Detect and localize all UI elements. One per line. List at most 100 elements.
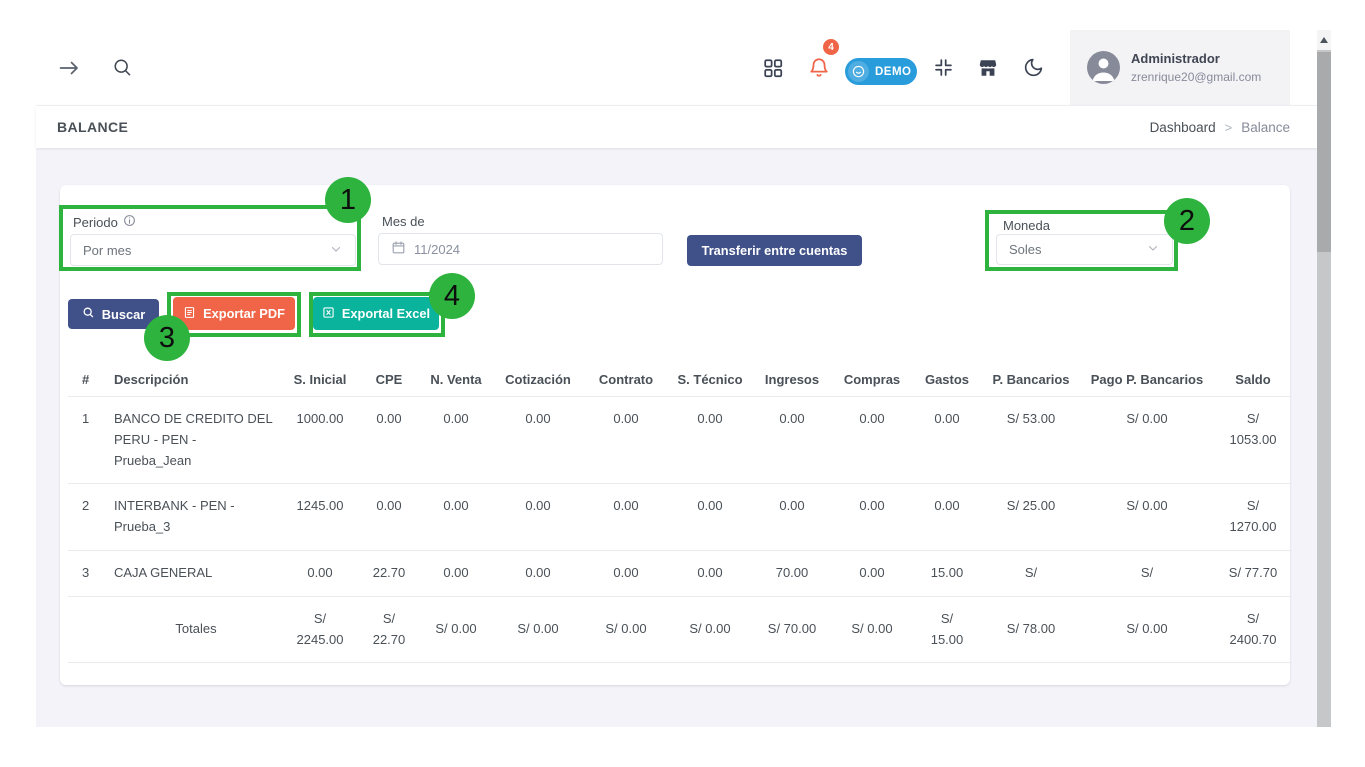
file-excel-icon (322, 306, 335, 322)
column-header: S. Inicial (282, 363, 358, 397)
table-cell: 0.00 (584, 396, 668, 485)
table-cell: 0.00 (492, 396, 584, 485)
search-icon (82, 306, 95, 322)
user-menu[interactable]: Administrador zrenrique20@gmail.com (1070, 30, 1290, 105)
search-button[interactable] (108, 30, 136, 105)
app-window: 4 DEMO (36, 30, 1331, 727)
table-cell: BANCO DE CREDITO DEL PERU - PEN - Prueba… (110, 396, 282, 485)
bell-icon (808, 57, 830, 79)
annotation-marker-4: 4 (429, 273, 475, 319)
notification-count-badge[interactable]: 4 (821, 37, 841, 57)
column-header: Compras (832, 363, 912, 397)
table-row: 2 INTERBANK - PEN - Prueba_3 1245.00 0.00 0.… (68, 483, 1292, 551)
moneda-label: Moneda (1003, 218, 1050, 233)
table-row: 3 CAJA GENERAL 0.00 22.70 0.00 0.00 0.00 0.00 70… (68, 550, 1292, 597)
mes-de-label: Mes de (382, 214, 425, 229)
table-cell: S/ 0.00 (420, 596, 492, 664)
scroll-up-button[interactable] (1317, 30, 1331, 50)
column-header: N. Venta (420, 363, 492, 397)
column-header: # (68, 363, 110, 397)
table-cell: 1000.00 (282, 396, 358, 485)
table-cell: S/ 0.00 (1080, 396, 1214, 485)
file-pdf-icon (183, 306, 196, 322)
export-pdf-button[interactable]: Exportar PDF (173, 297, 295, 330)
table-cell: 0.00 (668, 483, 752, 551)
page-title-bar: BALANCE Dashboard > Balance (36, 105, 1317, 148)
column-header: Ingresos (752, 363, 832, 397)
table-cell: 0.00 (358, 396, 420, 485)
notifications-button[interactable] (804, 30, 834, 105)
buscar-button[interactable]: Buscar (68, 299, 159, 329)
table-cell: S/ 70.00 (752, 596, 832, 664)
table-cell: S/ 78.00 (982, 596, 1080, 664)
breadcrumb-dashboard[interactable]: Dashboard (1149, 119, 1216, 135)
table-cell: S/ 2245.00 (282, 596, 358, 664)
breadcrumb: Dashboard > Balance (1150, 120, 1290, 135)
table-cell: S/ 0.00 (832, 596, 912, 664)
info-icon[interactable] (123, 214, 136, 230)
table-cell: 3 (68, 550, 110, 597)
column-header: Descripción (110, 363, 282, 397)
table-cell: 0.00 (752, 396, 832, 485)
table-cell: S/ 0.00 (492, 596, 584, 664)
dark-mode-toggle[interactable] (1018, 30, 1048, 105)
table-cell: 0.00 (492, 483, 584, 551)
table-cell: 0.00 (832, 550, 912, 597)
table-cell (68, 596, 110, 664)
table-cell: 0.00 (420, 483, 492, 551)
mes-de-value: 11/2024 (414, 241, 461, 257)
annotation-marker-3: 3 (144, 315, 190, 361)
arrow-right-icon (57, 56, 81, 80)
balance-table-wrapper: # Descripción S. Inicial CPE N. Venta Cotizac… (68, 363, 1292, 664)
sidebar-toggle-button[interactable] (54, 30, 84, 105)
table-cell: S/ 25.00 (982, 483, 1080, 551)
annotation-marker-1: 1 (325, 177, 371, 223)
avatar (1087, 51, 1120, 84)
column-header: Saldo (1214, 363, 1292, 397)
periodo-label: Periodo (73, 214, 136, 230)
table-cell: S/ 22.70 (358, 596, 420, 664)
table-cell: 0.00 (282, 550, 358, 597)
periodo-value: Por mes (83, 242, 132, 258)
demo-account-pill[interactable]: DEMO (845, 58, 917, 85)
breadcrumb-current: Balance (1241, 119, 1290, 135)
table-cell: S/ 53.00 (982, 396, 1080, 485)
transfer-between-accounts-button[interactable]: Transferir entre cuentas (687, 235, 862, 266)
chevron-down-icon (329, 242, 343, 259)
table-cell: 0.00 (358, 483, 420, 551)
page-title: BALANCE (57, 119, 129, 135)
store-icon (977, 57, 999, 79)
annotation-marker-2: 2 (1164, 198, 1210, 244)
smiley-face-icon (848, 61, 869, 82)
marketplace-button[interactable] (973, 30, 1003, 105)
table-cell: 0.00 (912, 396, 982, 485)
calendar-icon (391, 240, 406, 258)
table-cell: 1 (68, 396, 110, 485)
table-cell: S/ 77.70 (1214, 550, 1292, 597)
fullscreen-toggle-button[interactable] (928, 30, 958, 105)
breadcrumb-separator-icon: > (1224, 119, 1233, 135)
user-email: zrenrique20@gmail.com (1131, 69, 1262, 84)
column-header: Cotización (492, 363, 584, 397)
table-cell: CAJA GENERAL (110, 550, 282, 597)
moneda-select[interactable]: Soles (996, 234, 1173, 265)
table-cell: 2 (68, 483, 110, 551)
scrollbar-thumb[interactable] (1317, 52, 1331, 252)
mes-de-input[interactable]: 11/2024 (378, 233, 663, 265)
balance-card: Periodo Por mes Mes de 11/2024 T (60, 185, 1292, 685)
search-icon (112, 57, 133, 78)
table-header-row: # Descripción S. Inicial CPE N. Venta Cotizac… (68, 363, 1292, 397)
apps-menu-button[interactable] (758, 30, 788, 105)
table-cell: S/ 0.00 (668, 596, 752, 664)
table-cell: 0.00 (668, 396, 752, 485)
table-cell: S/ 15.00 (912, 596, 982, 664)
export-excel-button[interactable]: Exportal Excel (313, 297, 439, 330)
periodo-select[interactable]: Por mes (70, 234, 356, 266)
column-header: S. Técnico (668, 363, 752, 397)
totals-row: Totales S/ 2245.00 S/ 22.70 S/ 0.00 S/ 0.00 S… (68, 596, 1292, 664)
table-row: 1 BANCO DE CREDITO DEL PERU - PEN - Prueb… (68, 396, 1292, 485)
table-cell: 0.00 (668, 550, 752, 597)
apps-grid-icon (762, 57, 784, 79)
balance-table: # Descripción S. Inicial CPE N. Venta Cotizac… (68, 363, 1292, 664)
